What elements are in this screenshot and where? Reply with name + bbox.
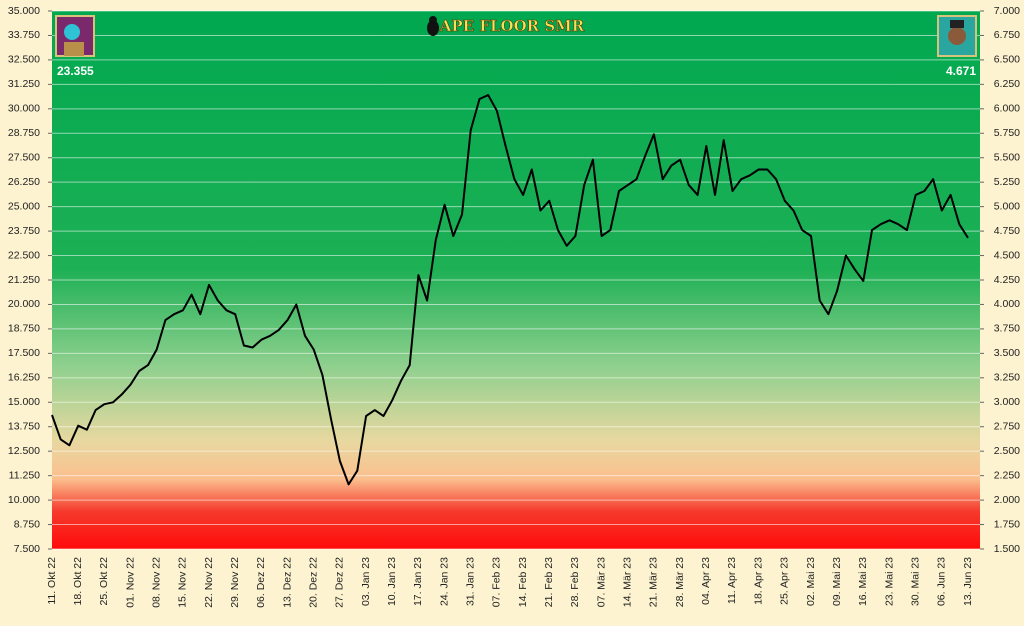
price-line xyxy=(51,94,969,486)
y2-tick-label: 3.500 xyxy=(994,347,1020,359)
chart-title: APE FLOOR SMR xyxy=(439,17,585,35)
y2-tick-label: 6.000 xyxy=(994,103,1020,115)
x-tick-label: 20. Dez 22 xyxy=(307,557,319,608)
y2-tick-label: 4.500 xyxy=(994,249,1020,261)
x-tick-label: 13. Dez 22 xyxy=(281,557,293,608)
y-tick-label: 16.250 xyxy=(8,372,40,384)
x-tick-label: 07. Mär 23 xyxy=(595,557,607,607)
x-tick-label: 04. Apr 23 xyxy=(700,557,712,605)
y-tick-label: 21.250 xyxy=(8,274,40,286)
y2-tick-label: 3.750 xyxy=(994,323,1020,335)
y2-tick-label: 6.750 xyxy=(994,29,1020,41)
y-tick-label: 15.000 xyxy=(8,396,40,408)
grid xyxy=(52,10,980,550)
y-tick-label: 10.000 xyxy=(8,494,40,506)
y2-tick-label: 4.750 xyxy=(994,225,1020,237)
x-tick-label: 06. Dez 22 xyxy=(255,557,267,608)
y-tick-label: 13.750 xyxy=(8,421,40,433)
y-tick-label: 33.750 xyxy=(8,29,40,41)
y-tick-label: 28.750 xyxy=(8,127,40,139)
left-avatar xyxy=(55,15,95,57)
x-tick-label: 31. Jan 23 xyxy=(465,557,477,606)
x-tick-label: 18. Okt 22 xyxy=(72,557,84,606)
x-tick-label: 02. Mai 23 xyxy=(805,557,817,606)
y2-tick-label: 2.750 xyxy=(994,421,1020,433)
x-tick-label: 14. Feb 23 xyxy=(517,557,529,607)
y-tick-label: 30.000 xyxy=(8,103,40,115)
x-tick-label: 11. Okt 22 xyxy=(46,557,58,605)
x-tick-label: 18. Apr 23 xyxy=(752,557,764,605)
x-tick-label: 06. Jun 23 xyxy=(936,557,948,606)
x-tick-label: 21. Mär 23 xyxy=(648,557,660,607)
x-tick-label: 08. Nov 22 xyxy=(150,557,162,608)
x-tick-label: 03. Jan 23 xyxy=(360,557,372,606)
x-tick-label: 21. Feb 23 xyxy=(543,557,555,607)
y-tick-label: 7.500 xyxy=(14,543,40,555)
x-tick-label: 24. Jan 23 xyxy=(438,557,450,606)
y2-tick-label: 7.000 xyxy=(994,5,1020,17)
x-tick-label: 16. Mai 23 xyxy=(857,557,869,606)
y2-tick-label: 5.500 xyxy=(994,152,1020,164)
y2-tick-label: 2.250 xyxy=(994,469,1020,481)
title-icon xyxy=(427,16,439,36)
y2-tick-label: 4.250 xyxy=(994,274,1020,286)
y2-tick-label: 2.500 xyxy=(994,445,1020,457)
x-tick-label: 27. Dez 22 xyxy=(334,557,346,608)
x-tick-label: 25. Okt 22 xyxy=(98,557,110,606)
y2-tick-label: 3.250 xyxy=(994,372,1020,384)
y-tick-label: 23.750 xyxy=(8,225,40,237)
y-tick-label: 18.750 xyxy=(8,323,40,335)
y-tick-label: 25.000 xyxy=(8,200,40,212)
right-avatar xyxy=(937,15,977,57)
y2-tick-label: 6.250 xyxy=(994,78,1020,90)
y-tick-label: 20.000 xyxy=(8,298,40,310)
x-tick-label: 25. Apr 23 xyxy=(779,557,791,605)
x-tick-label: 22. Nov 22 xyxy=(203,557,215,608)
x-tick-label: 14. Mär 23 xyxy=(622,557,634,607)
x-tick-label: 23. Mai 23 xyxy=(883,557,895,606)
y2-tick-label: 5.250 xyxy=(994,176,1020,188)
y-tick-label: 22.500 xyxy=(8,249,40,261)
x-tick-label: 15. Nov 22 xyxy=(177,557,189,608)
x-tick-label: 01. Nov 22 xyxy=(124,557,136,608)
y-tick-label: 32.500 xyxy=(8,54,40,66)
x-tick-label: 30. Mai 23 xyxy=(909,557,921,606)
y-tick-label: 31.250 xyxy=(8,78,40,90)
x-tick-label: 29. Nov 22 xyxy=(229,557,241,608)
y2-tick-label: 3.000 xyxy=(994,396,1020,408)
y-tick-label: 17.500 xyxy=(8,347,40,359)
y2-tick-label: 1.750 xyxy=(994,518,1020,530)
x-tick-label: 28. Feb 23 xyxy=(569,557,581,607)
left-value-annotation: 23.355 xyxy=(57,64,94,78)
y-tick-label: 26.250 xyxy=(8,176,40,188)
y-tick-label: 27.500 xyxy=(8,152,40,164)
x-tick-label: 28. Mär 23 xyxy=(674,557,686,607)
y2-tick-label: 5.000 xyxy=(994,200,1020,212)
x-tick-label: 09. Mai 23 xyxy=(831,557,843,606)
x-tick-label: 13. Jun 23 xyxy=(962,557,974,606)
y-tick-label: 12.500 xyxy=(8,445,40,457)
x-tick-label: 07. Feb 23 xyxy=(491,557,503,607)
y-tick-label: 35.000 xyxy=(8,5,40,17)
y2-tick-label: 1.500 xyxy=(994,543,1020,555)
y2-tick-label: 6.500 xyxy=(994,54,1020,66)
y2-tick-label: 2.000 xyxy=(994,494,1020,506)
x-tick-label: 10. Jan 23 xyxy=(386,557,398,606)
y-tick-label: 11.250 xyxy=(9,469,40,481)
x-tick-label: 17. Jan 23 xyxy=(412,557,424,606)
right-value-annotation: 4.671 xyxy=(946,64,976,78)
y2-tick-label: 5.750 xyxy=(994,127,1020,139)
y-tick-label: 8.750 xyxy=(14,518,40,530)
x-tick-label: 11. Apr 23 xyxy=(726,557,738,604)
y2-tick-label: 4.000 xyxy=(994,298,1020,310)
